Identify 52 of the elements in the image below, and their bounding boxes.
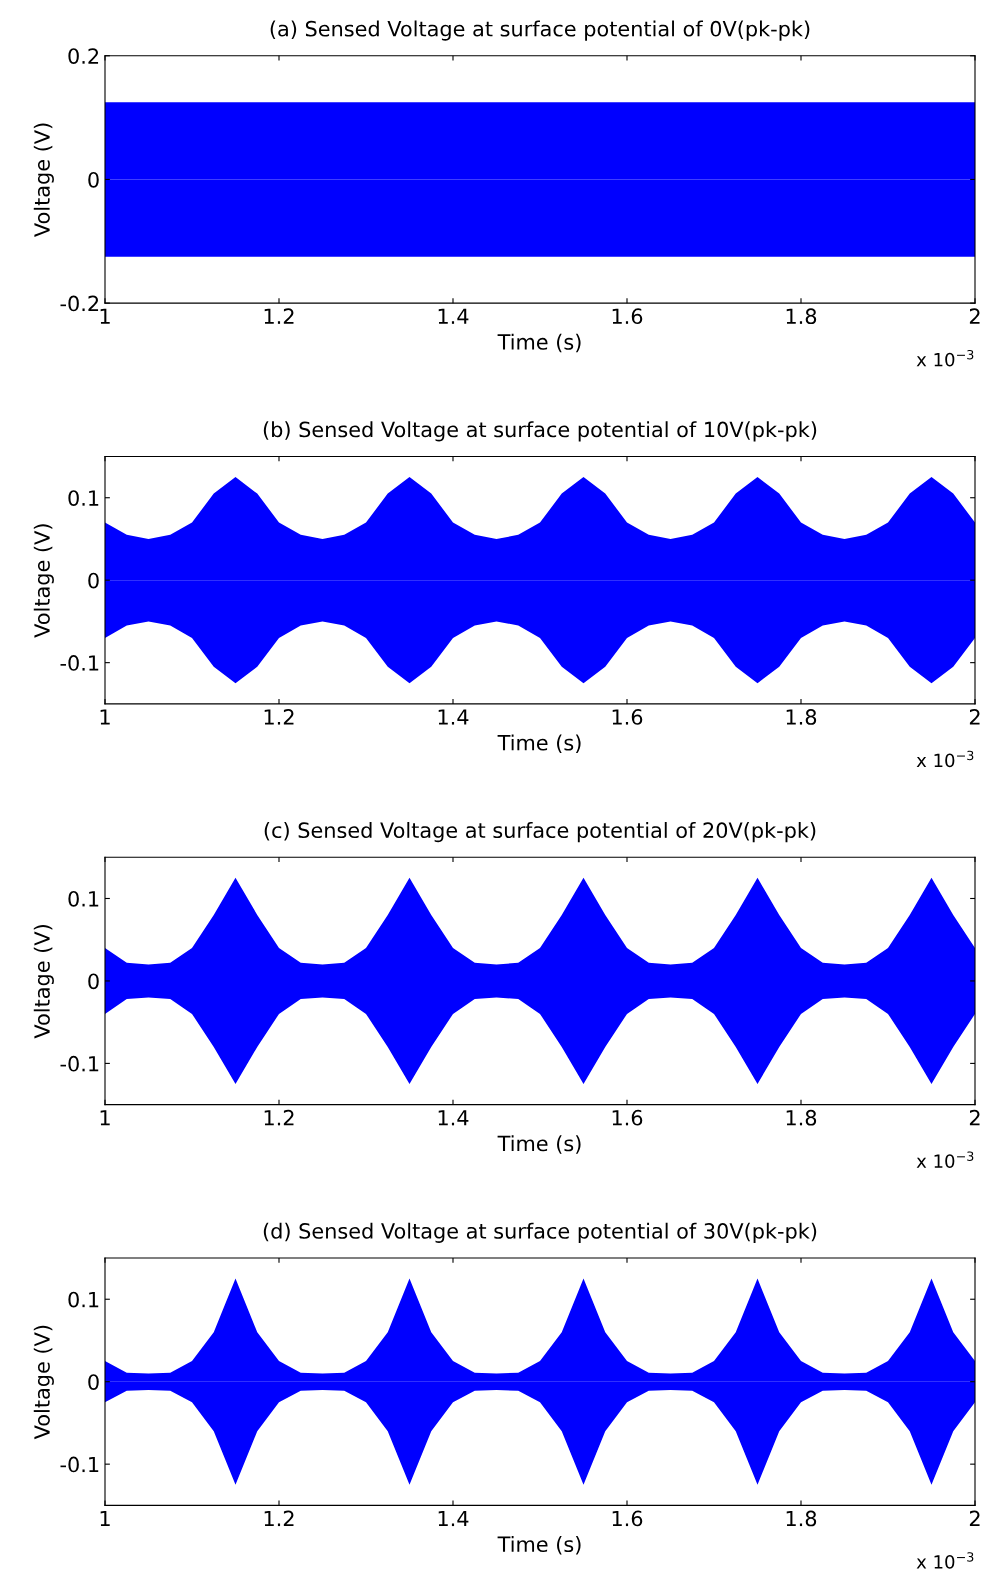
chart-title: (b) Sensed Voltage at surface potential of 10V(pk-pk) [263,421,817,442]
x-tick-label: 1.4 [438,1110,469,1126]
x-tick-label: 1.8 [786,308,817,325]
y-tick-label: 0.1 [68,490,99,506]
y-tick-label: -0.1 [60,655,99,671]
y-tick-label: -0.1 [60,1055,99,1072]
chart-title: (a) Sensed Voltage at surface potential of 0V(pk-pk) [270,20,810,41]
x-tick-label: 2 [969,709,980,725]
x-tick-label: 1.6 [612,1510,643,1527]
x-tick-label: 2 [969,308,980,324]
y-tick-label: 0.1 [68,1291,99,1308]
y-tick-label: 0 [88,171,99,188]
x-tick-label: 1.2 [264,709,294,725]
x-tick-label: 1.2 [264,1109,294,1126]
y-tick-label: 0.1 [68,890,99,907]
chart-title: (d) Sensed Voltage at surface potential of 30V(pk-pk) [263,1222,817,1243]
x-tick-label: 1.6 [612,709,643,725]
x-tick-label: 1.4 [438,709,469,725]
y-axis-title: Voltage (V) [33,1325,54,1440]
x-tick-label: 1.2 [264,308,294,324]
x-tick-label: 1 [100,1110,110,1126]
text: x 10$^{−3}$ [916,1151,974,1168]
x-tick-label: 1.6 [612,308,643,325]
text: x 10$^{−3}$ [916,750,974,768]
x-tick-label: 1.6 [612,1109,643,1126]
text: x 10$^{−3}$ [916,1552,974,1569]
y-axis-title: Voltage (V) [33,524,54,638]
x-tick-label: 1 [100,308,110,324]
y-axis-title: Voltage (V) [33,925,54,1039]
x-tick-label: 2 [969,1510,980,1527]
text: x 10$^{−3}$ [916,349,974,367]
x-tick-label: 1.4 [438,1510,469,1527]
y-tick-label: 0 [88,1374,99,1390]
x-tick-label: 1.2 [264,1510,294,1527]
x-tick-label: 1 [100,709,110,725]
chart-title: (c) Sensed Voltage at surface potential of 20V(pk-pk) [264,821,816,843]
x-tick-label: 1.8 [786,709,817,725]
y-tick-label: 0 [88,973,99,990]
x-tick-label: 1.8 [786,1109,817,1126]
y-tick-label: 0 [88,572,99,589]
x-tick-label: 2 [969,1109,980,1126]
x-tick-label: 1.4 [438,308,469,324]
x-axis-title: Time (s) [497,333,581,353]
y-tick-label: -0.1 [60,1456,99,1473]
y-tick-label: 0.2 [68,48,99,64]
y-tick-label: -0.2 [60,295,99,312]
x-tick-label: 1 [100,1510,110,1527]
x-axis-title: Time (s) [497,1535,581,1555]
x-axis-title: Time (s) [497,1135,581,1154]
x-tick-label: 1.8 [786,1510,817,1527]
x-axis-title: Time (s) [497,734,581,754]
y-axis-title: Voltage (V) [33,123,54,237]
